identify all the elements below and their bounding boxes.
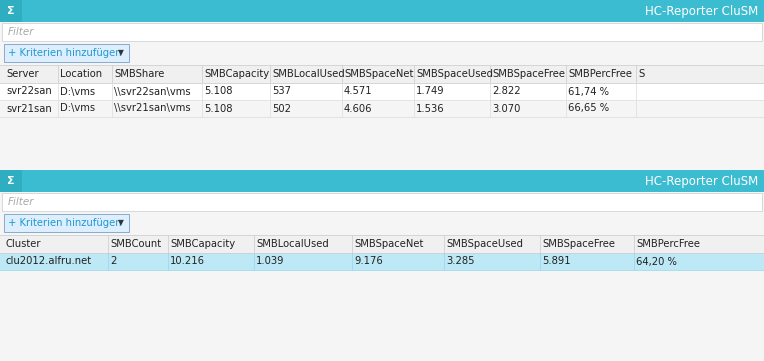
Bar bbox=[0, 170, 22, 192]
Text: 537: 537 bbox=[272, 87, 291, 96]
Text: 66,65 %: 66,65 % bbox=[568, 104, 609, 113]
Bar bbox=[0, 192, 764, 361]
Bar bbox=[0, 235, 764, 253]
Text: SMBPercFree: SMBPercFree bbox=[568, 69, 632, 79]
Text: SMBCapacity: SMBCapacity bbox=[204, 69, 269, 79]
Text: SMBLocalUsed: SMBLocalUsed bbox=[256, 239, 329, 249]
Text: Cluster: Cluster bbox=[6, 239, 41, 249]
Text: 1.536: 1.536 bbox=[416, 104, 445, 113]
Text: SMBShare: SMBShare bbox=[114, 69, 164, 79]
Text: SMBSpaceFree: SMBSpaceFree bbox=[492, 69, 565, 79]
Text: 10.216: 10.216 bbox=[170, 257, 205, 266]
Bar bbox=[2, 23, 762, 41]
Text: 2.822: 2.822 bbox=[492, 87, 520, 96]
Text: HC-Reporter CluSM: HC-Reporter CluSM bbox=[645, 4, 758, 17]
Text: SMBSpaceFree: SMBSpaceFree bbox=[542, 239, 615, 249]
Text: 61,74 %: 61,74 % bbox=[568, 87, 609, 96]
Text: SMBCount: SMBCount bbox=[110, 239, 161, 249]
Bar bbox=[0, 83, 764, 100]
Text: clu2012.alfru.net: clu2012.alfru.net bbox=[6, 257, 92, 266]
Text: SMBSpaceUsed: SMBSpaceUsed bbox=[446, 239, 523, 249]
Text: SMBCapacity: SMBCapacity bbox=[170, 239, 235, 249]
Text: 9.176: 9.176 bbox=[354, 257, 383, 266]
Bar bbox=[0, 0, 22, 22]
Text: SMBSpaceUsed: SMBSpaceUsed bbox=[416, 69, 493, 79]
Text: 5.891: 5.891 bbox=[542, 257, 571, 266]
Text: Filter: Filter bbox=[8, 27, 34, 37]
Text: SMBSpaceNet: SMBSpaceNet bbox=[344, 69, 413, 79]
Text: ▼: ▼ bbox=[118, 218, 124, 227]
Text: 3.070: 3.070 bbox=[492, 104, 520, 113]
Bar bbox=[2, 193, 762, 211]
Text: 2: 2 bbox=[110, 257, 116, 266]
Text: svr21san: svr21san bbox=[6, 104, 52, 113]
Bar bbox=[0, 253, 764, 270]
Bar bbox=[0, 100, 764, 117]
Text: 64,20 %: 64,20 % bbox=[636, 257, 677, 266]
Bar bbox=[0, 65, 764, 83]
Bar bbox=[0, 0, 764, 22]
Bar bbox=[0, 170, 764, 192]
Bar bbox=[0, 22, 764, 170]
Bar bbox=[4, 214, 129, 232]
Text: HC-Reporter CluSM: HC-Reporter CluSM bbox=[645, 174, 758, 187]
Text: Filter: Filter bbox=[8, 197, 34, 207]
Text: SMBSpaceNet: SMBSpaceNet bbox=[354, 239, 423, 249]
Text: 4.606: 4.606 bbox=[344, 104, 373, 113]
Text: 3.285: 3.285 bbox=[446, 257, 474, 266]
Text: 4.571: 4.571 bbox=[344, 87, 373, 96]
Text: \\svr22san\vms: \\svr22san\vms bbox=[114, 87, 191, 96]
Text: ▼: ▼ bbox=[118, 48, 124, 57]
Text: 1.039: 1.039 bbox=[256, 257, 284, 266]
Text: 5.108: 5.108 bbox=[204, 87, 232, 96]
Text: SMBPercFree: SMBPercFree bbox=[636, 239, 700, 249]
Text: 5.108: 5.108 bbox=[204, 104, 232, 113]
Text: svr22san: svr22san bbox=[6, 87, 52, 96]
Text: Location: Location bbox=[60, 69, 102, 79]
Text: + Kriterien hinzufügen: + Kriterien hinzufügen bbox=[8, 218, 121, 228]
Text: Σ: Σ bbox=[7, 6, 15, 16]
Text: \\svr21san\vms: \\svr21san\vms bbox=[114, 104, 191, 113]
Text: 502: 502 bbox=[272, 104, 291, 113]
Text: + Kriterien hinzufügen: + Kriterien hinzufügen bbox=[8, 48, 121, 58]
Text: D:\vms: D:\vms bbox=[60, 87, 96, 96]
Text: 1.749: 1.749 bbox=[416, 87, 445, 96]
Text: S: S bbox=[638, 69, 644, 79]
Text: SMBLocalUsed: SMBLocalUsed bbox=[272, 69, 345, 79]
Bar bbox=[4, 44, 129, 62]
Text: D:\vms: D:\vms bbox=[60, 104, 96, 113]
Text: Server: Server bbox=[6, 69, 39, 79]
Text: Σ: Σ bbox=[7, 176, 15, 186]
